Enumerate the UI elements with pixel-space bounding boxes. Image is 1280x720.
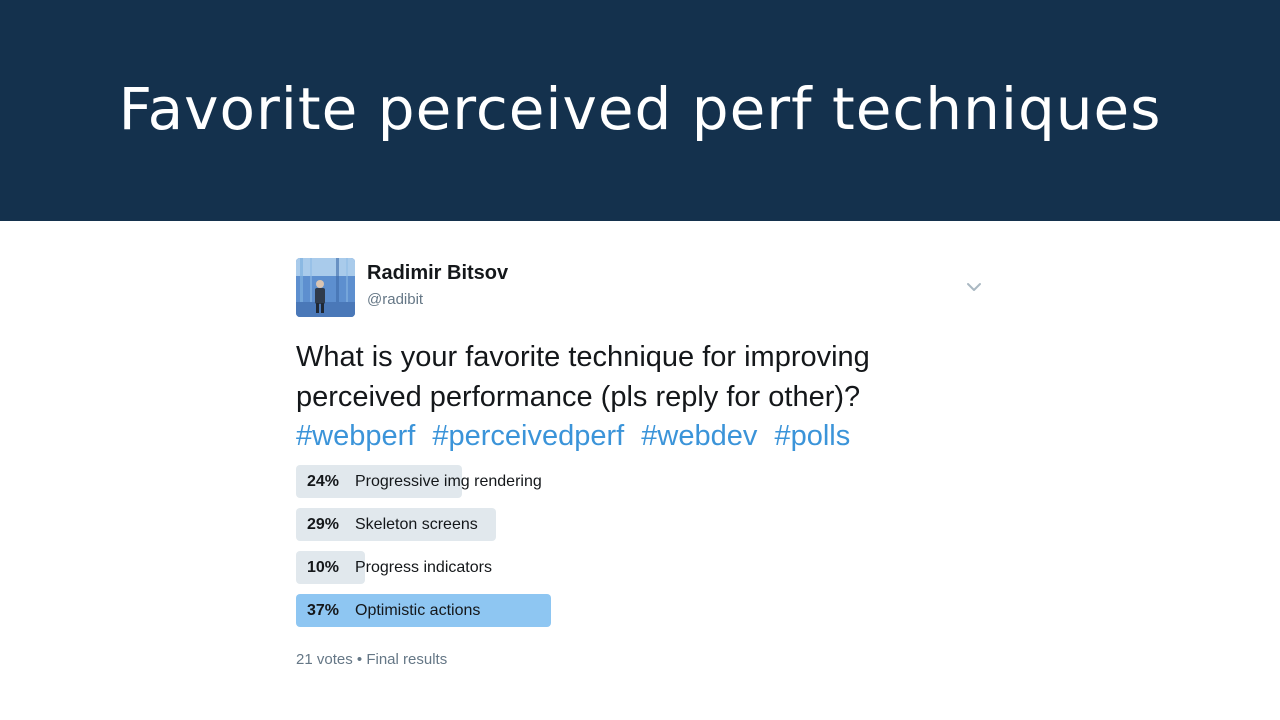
poll-option: 10% Progress indicators — [296, 551, 696, 584]
tweet-card: Radimir Bitsov @radibit What is your fav… — [296, 258, 996, 678]
hashtag-polls[interactable]: #polls — [774, 420, 851, 452]
poll-percent: 10% — [307, 558, 340, 576]
hashtag-list: #webperf #perceivedperf #webdev #polls — [296, 417, 986, 457]
chevron-down-icon — [967, 283, 981, 291]
poll-label: Progressive img rendering — [355, 472, 542, 490]
poll-bar — [296, 594, 551, 627]
avatar-photo — [296, 258, 355, 317]
poll: 24% Progressive img rendering 29% Skelet… — [296, 465, 696, 637]
poll-option-winner: 37% Optimistic actions — [296, 594, 696, 627]
poll-percent: 29% — [307, 515, 340, 533]
poll-label: Skeleton screens — [355, 515, 478, 533]
poll-percent: 24% — [307, 472, 340, 490]
author-handle[interactable]: @radibit — [367, 291, 424, 308]
poll-percent: 37% — [307, 601, 340, 619]
avatar[interactable] — [296, 258, 355, 317]
poll-meta: 21 votes • Final results — [296, 651, 447, 668]
poll-bar — [296, 551, 365, 584]
tweet-menu-button[interactable] — [962, 278, 986, 296]
hashtag-perceivedperf[interactable]: #perceivedperf — [432, 420, 625, 452]
tweet-text-line: What is your favorite technique for impr… — [296, 341, 870, 373]
poll-bar — [296, 508, 496, 541]
tweet-text-line: perceived performance (pls reply for oth… — [296, 380, 861, 413]
poll-status: Final results — [366, 651, 448, 668]
poll-votes: 21 votes — [296, 651, 353, 668]
slide-title: Favorite perceived perf techniques — [118, 74, 1162, 143]
poll-separator: • — [356, 651, 363, 668]
poll-label: Optimistic actions — [355, 601, 481, 619]
tweet-text: What is your favorite technique for impr… — [296, 338, 986, 457]
poll-option: 24% Progressive img rendering — [296, 465, 696, 498]
poll-label: Progress indicators — [355, 558, 492, 576]
author-name[interactable]: Radimir Bitsov — [367, 262, 509, 284]
hashtag-webdev[interactable]: #webdev — [641, 420, 758, 452]
poll-option: 29% Skeleton screens — [296, 508, 696, 541]
slide-header: Favorite perceived perf techniques — [0, 0, 1280, 221]
hashtag-webperf[interactable]: #webperf — [296, 420, 416, 452]
poll-bar — [296, 465, 462, 498]
